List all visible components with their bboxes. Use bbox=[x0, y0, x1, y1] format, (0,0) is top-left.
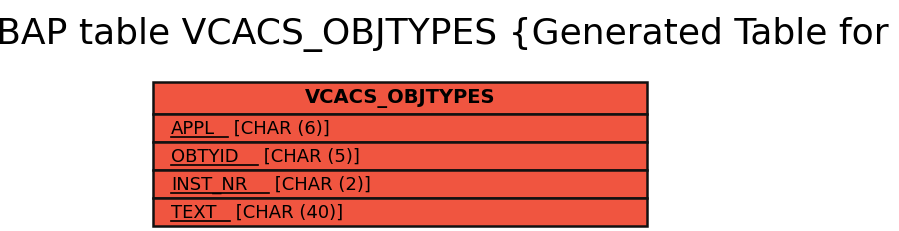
Bar bbox=[153, 115, 647, 142]
Text: [CHAR (40)]: [CHAR (40)] bbox=[229, 203, 343, 221]
Text: [CHAR (6)]: [CHAR (6)] bbox=[227, 119, 330, 137]
Text: [CHAR (5)]: [CHAR (5)] bbox=[258, 147, 360, 165]
Text: INST_NR: INST_NR bbox=[171, 175, 247, 193]
Bar bbox=[153, 142, 647, 170]
Text: TEXT: TEXT bbox=[171, 203, 217, 221]
Text: VCACS_OBJTYPES: VCACS_OBJTYPES bbox=[305, 89, 495, 108]
Bar bbox=[153, 170, 647, 198]
Text: SAP ABAP table VCACS_OBJTYPES {Generated Table for View}: SAP ABAP table VCACS_OBJTYPES {Generated… bbox=[0, 17, 899, 52]
Text: APPL: APPL bbox=[171, 119, 215, 137]
Text: [CHAR (2)]: [CHAR (2)] bbox=[270, 175, 371, 193]
Text: OBTYID: OBTYID bbox=[171, 147, 238, 165]
Bar bbox=[153, 198, 647, 226]
Bar bbox=[153, 83, 647, 115]
